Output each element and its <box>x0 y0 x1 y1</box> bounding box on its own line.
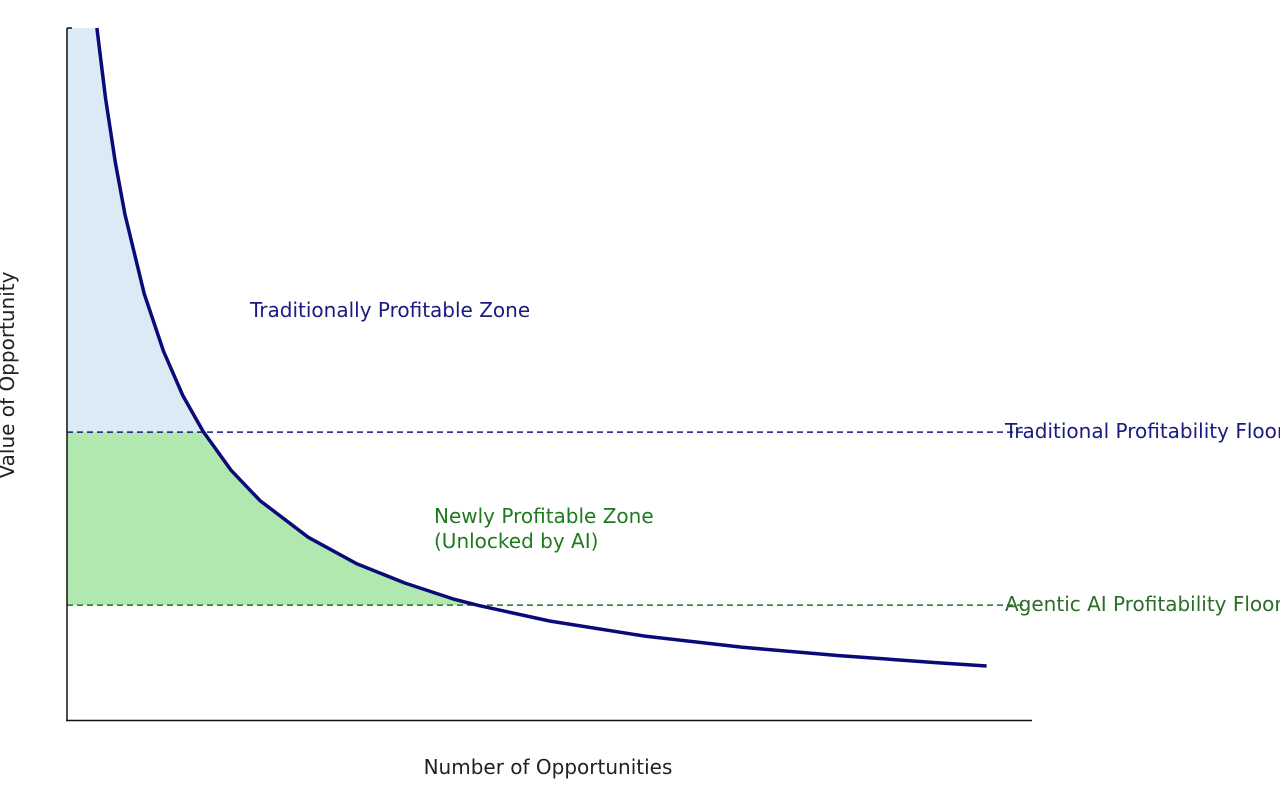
x-axis-label: Number of Opportunities <box>424 755 673 779</box>
zone-label: Newly Profitable Zone <box>434 504 654 528</box>
y-axis-label: Value of Opportunity <box>0 271 19 478</box>
curve <box>95 27 987 668</box>
zone-label: Traditionally Profitable Zone <box>249 298 530 322</box>
zone-fills <box>67 28 478 606</box>
zone-fill <box>67 432 478 606</box>
zone-label: (Unlocked by AI) <box>434 529 598 553</box>
floor-label: Agentic AI Profitability Floor <box>1005 592 1280 616</box>
floor-label: Traditional Profitability Floor <box>1004 419 1280 443</box>
zone-fill <box>67 28 204 433</box>
